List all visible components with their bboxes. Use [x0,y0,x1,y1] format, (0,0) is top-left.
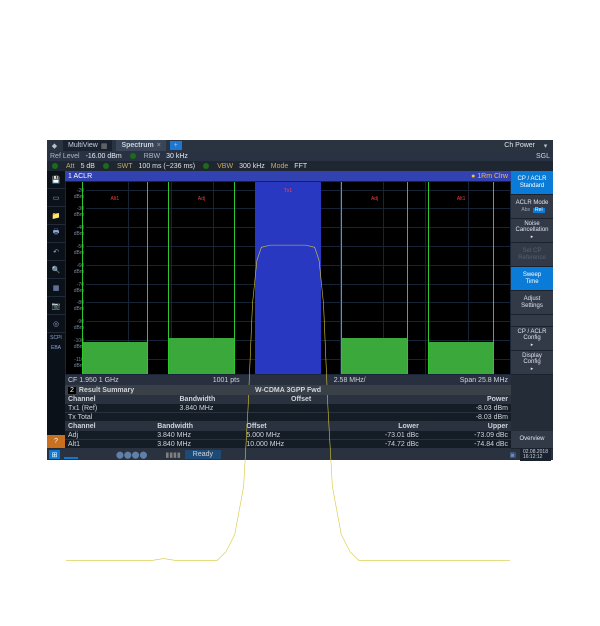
rail-camera-icon[interactable]: 📷 [47,297,65,315]
ref-level-label: Ref Level [50,153,80,160]
spectrum-chart[interactable]: -20 dBm-30 dBm-40 dBm-50 dBm-60 dBm-70 d… [65,181,511,375]
rail-target-icon[interactable]: ◎ [47,315,65,333]
info-bar-1: Ref Level -16.00 dBm RBW 30 kHz SGL [47,151,553,161]
rail-undo-icon[interactable]: ↶ [47,243,65,261]
table-standard: W-CDMA 3GPP Fwd [255,387,321,394]
windows-start-button[interactable]: ⊞ [49,450,60,459]
softkey-adjust-settings[interactable]: AdjustSettings [511,291,553,315]
add-tab-button[interactable]: + [170,141,182,150]
softkey-flex-spacer [511,375,553,431]
swt-label: SWT [117,163,133,170]
tab-label: Spectrum [121,142,153,149]
center-column: 1 ACLR ● 1Rm Clrw -20 dBm-30 dBm-40 dBm-… [65,171,511,449]
rail-save-icon[interactable]: 💾 [47,171,65,189]
status-bar: ⊞ ⬤⬤⬤⬤ ▮▮▮▮ Ready ▣ 02.08.2018 16:12:12 [47,449,553,460]
dropdown-icon[interactable]: ▾ [541,141,550,150]
section-number: 2 [68,387,76,394]
softkey-cp-aclr-config[interactable]: CP / ACLRConfig▸ [511,327,553,351]
softkey-rail: CP / ACLRStandard ACLR Mode AbsRel Noise… [511,171,553,449]
span-label: Span 25.8 MHz [460,377,508,384]
grid-icon: ▦ [101,142,108,150]
table-title: Result Summary [79,387,134,394]
cf-label: CF 1.950 1 GHz [68,377,119,384]
softkey-overview[interactable]: Overview [511,431,553,449]
tab-label: MultiView [68,142,98,149]
measuring-icon: ▣ [509,451,516,459]
rbw-value: 30 kHz [166,153,188,160]
softkey-spacer [511,315,553,327]
tab-multiview[interactable]: MultiView ▦ [63,140,112,151]
softkey-cp-aclr-standard[interactable]: CP / ACLRStandard [511,171,553,195]
div-label: 2.58 MHz/ [334,377,366,384]
vbw-label: VBW [217,163,233,170]
spacer [47,353,65,435]
mode-value: FFT [294,163,307,170]
rail-zoom-icon[interactable]: 🔍 [47,261,65,279]
status-dot [130,153,136,159]
softkey-set-cp-reference[interactable]: Set CPReference [511,243,553,267]
trace-label: ● 1Rm Clrw [471,173,508,180]
rail-scpi-label[interactable]: SCPI [47,333,65,343]
vbw-value: 300 kHz [239,163,265,170]
sgl-label: SGL [536,153,550,160]
info-bar-2: Att 5 dB SWT 100 ms (~236 ms) VBW 300 kH… [47,161,553,171]
ref-level-value: -16.00 dBm [86,153,122,160]
tab-spectrum[interactable]: Spectrum × [116,140,165,151]
mode-label: Mode [271,163,289,170]
rail-help-icon[interactable]: ? [47,435,65,449]
close-icon[interactable]: × [157,142,161,149]
status-dot [103,163,109,169]
att-value: 5 dB [81,163,95,170]
rail-folder-icon[interactable]: 📁 [47,207,65,225]
chart-footer: CF 1.950 1 GHz 1001 pts 2.58 MHz/ Span 2… [65,375,511,385]
rail-eba-label[interactable]: EBA [47,343,65,353]
softkey-display-config[interactable]: DisplayConfig▸ [511,351,553,375]
status-dot [52,163,58,169]
status-dot [203,163,209,169]
analyzer-window: ◆ MultiView ▦ Spectrum × + Ch Power ▾ Re… [47,140,553,460]
softkey-sweep-time[interactable]: SweepTime [511,267,553,291]
taskbar-app[interactable] [64,450,78,459]
softkey-noise-cancellation[interactable]: NoiseCancellation▸ [511,219,553,243]
top-toolbar: ◆ MultiView ▦ Spectrum × + Ch Power ▾ [47,140,553,151]
rail-display-icon[interactable]: ▭ [47,189,65,207]
softkey-aclr-mode[interactable]: ACLR Mode AbsRel [511,195,553,219]
rail-print-icon[interactable]: 🖶 [47,225,65,243]
att-label: Att [66,163,75,170]
left-rail: 💾 ▭ 📁 🖶 ↶ 🔍 ▦ 📷 ◎ SCPI EBA ? [47,171,65,449]
table-header: 2 Result Summary W-CDMA 3GPP Fwd [65,385,511,395]
rbw-label: RBW [144,153,160,160]
swt-value: 100 ms (~236 ms) [139,163,196,170]
app-icon: ◆ [50,141,59,150]
status-ready: Ready [185,450,221,459]
rail-windows-icon[interactable]: ▦ [47,279,65,297]
chart-title: 1 ACLR [68,173,92,180]
chart-header: 1 ACLR ● 1Rm Clrw [65,171,511,181]
table-body: ChannelBandwidthOffsetPowerTx1 (Ref)3.84… [65,395,511,449]
pts-label: 1001 pts [213,377,240,384]
main-area: 💾 ▭ 📁 🖶 ↶ 🔍 ▦ 📷 ◎ SCPI EBA ? 1 ACLR ● 1R… [47,171,553,449]
ch-power-label: Ch Power [504,142,535,149]
clock: 02.08.2018 16:12:12 [520,449,551,461]
result-table: 2 Result Summary W-CDMA 3GPP Fwd Channel… [65,385,511,449]
